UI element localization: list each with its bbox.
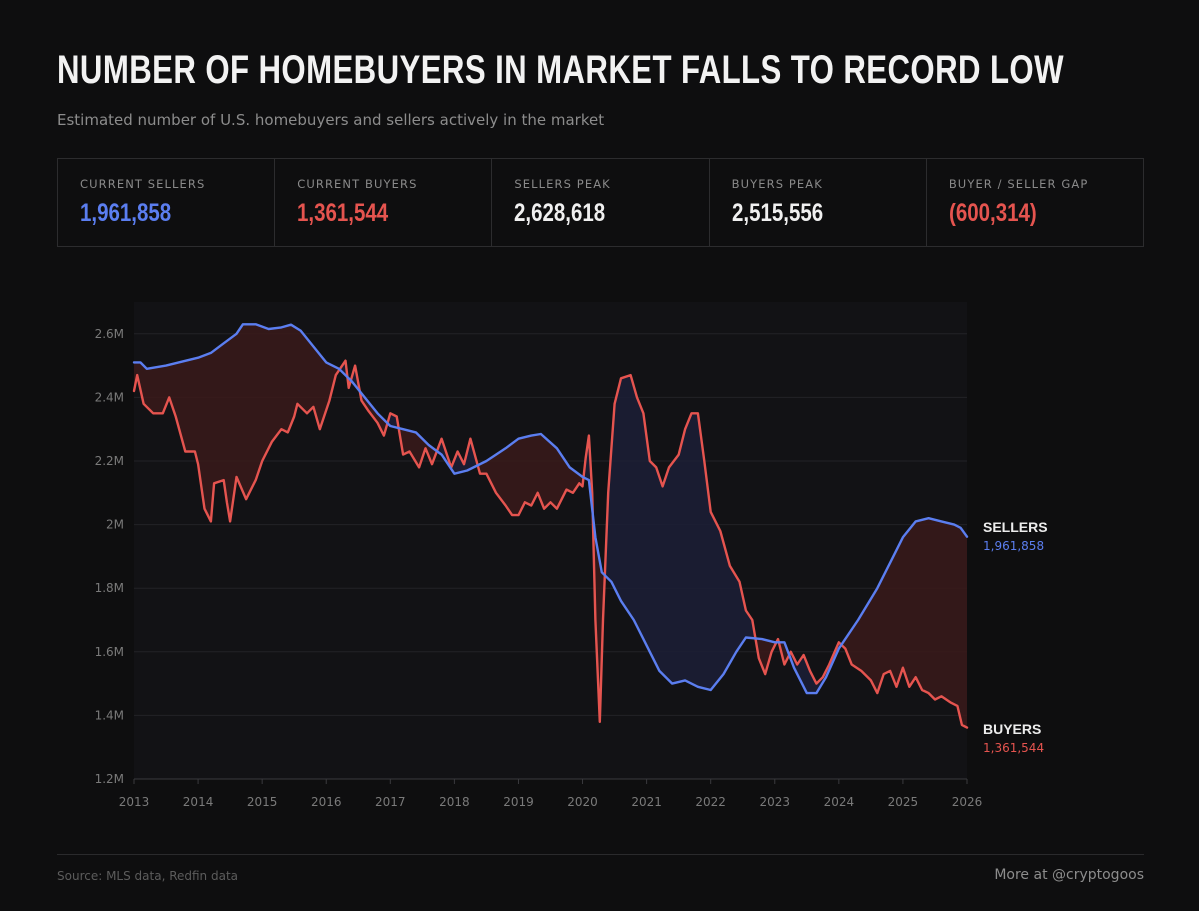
credit-link[interactable]: More at @cryptogoos bbox=[994, 867, 1144, 883]
x-tick-label: 2016 bbox=[311, 795, 342, 809]
gap-fill-area bbox=[592, 513, 605, 722]
y-tick-label: 1.6M bbox=[95, 645, 124, 659]
stat-value: 2,515,556 bbox=[731, 199, 823, 227]
series-line-buyers bbox=[132, 359, 969, 729]
chart-title: NUMBER OF HOMEBUYERS IN MARKET FALLS TO … bbox=[57, 48, 1064, 92]
y-tick-label: 2.4M bbox=[95, 390, 124, 404]
x-tick-label: 2022 bbox=[695, 795, 726, 809]
end-value-sellers: 1,961,858 bbox=[983, 539, 1044, 553]
end-label-sellers: SELLERS bbox=[983, 519, 1048, 535]
stat-current-buyers: CURRENT BUYERS 1,361,544 bbox=[275, 159, 493, 246]
stat-label: CURRENT BUYERS bbox=[297, 177, 418, 191]
source-note: Source: MLS data, Redfin data bbox=[57, 869, 239, 883]
stat-value: (600,314) bbox=[948, 199, 1037, 227]
x-tick-label: 2020 bbox=[567, 795, 598, 809]
x-tick-label: 2018 bbox=[439, 795, 470, 809]
x-tick-label: 2023 bbox=[759, 795, 790, 809]
y-tick-label: 1.8M bbox=[95, 581, 124, 595]
y-tick-label: 1.2M bbox=[95, 772, 124, 786]
gap-fill-area bbox=[841, 518, 967, 728]
stat-label: BUYERS PEAK bbox=[731, 177, 823, 191]
stat-value: 1,961,858 bbox=[80, 199, 172, 227]
gap-fill-area bbox=[583, 435, 593, 514]
gap-fill-area bbox=[398, 428, 437, 468]
y-tick-label: 2.6M bbox=[95, 327, 124, 341]
chart-subtitle: Estimated number of U.S. homebuyers and … bbox=[57, 111, 605, 129]
gap-fill-area bbox=[789, 642, 842, 694]
gap-fill-area bbox=[436, 438, 478, 474]
stat-current-sellers: CURRENT SELLERS 1,961,858 bbox=[58, 159, 276, 246]
end-value-buyers: 1,361,544 bbox=[983, 741, 1044, 755]
y-tick-label: 1.4M bbox=[95, 708, 124, 722]
gap-fill-area bbox=[134, 324, 340, 522]
gap-fill-area bbox=[755, 638, 777, 675]
gap-fill-area bbox=[477, 433, 584, 516]
stat-buyer-seller-gap: BUYER / SELLER GAP (600,314) bbox=[927, 159, 1143, 246]
x-tick-label: 2021 bbox=[631, 795, 662, 809]
y-tick-label: 2M bbox=[106, 518, 124, 532]
x-tick-label: 2019 bbox=[503, 795, 534, 809]
x-tick-label: 2024 bbox=[824, 795, 855, 809]
stat-label: SELLERS PEAK bbox=[514, 177, 611, 191]
stat-sellers-peak: SELLERS PEAK 2,628,618 bbox=[492, 159, 710, 246]
x-tick-label: 2015 bbox=[247, 795, 278, 809]
stat-label: CURRENT SELLERS bbox=[80, 177, 206, 191]
gap-fill-area bbox=[359, 391, 388, 436]
series-line-sellers bbox=[132, 323, 969, 695]
end-label-buyers: BUYERS bbox=[983, 721, 1041, 737]
y-tick-label: 2.2M bbox=[95, 454, 124, 468]
x-tick-label: 2026 bbox=[952, 795, 983, 809]
stat-label: BUYER / SELLER GAP bbox=[948, 177, 1089, 191]
stat-value: 1,361,544 bbox=[297, 199, 389, 227]
x-tick-label: 2025 bbox=[888, 795, 919, 809]
stats-bar: CURRENT SELLERS 1,961,858 CURRENT BUYERS… bbox=[57, 158, 1144, 247]
x-tick-label: 2014 bbox=[183, 795, 214, 809]
gap-fill-area bbox=[604, 375, 756, 690]
stat-buyers-peak: BUYERS PEAK 2,515,556 bbox=[710, 159, 927, 246]
stat-value: 2,628,618 bbox=[514, 199, 606, 227]
x-tick-label: 2013 bbox=[119, 795, 150, 809]
x-tick-label: 2017 bbox=[375, 795, 406, 809]
footer-divider bbox=[57, 854, 1144, 855]
